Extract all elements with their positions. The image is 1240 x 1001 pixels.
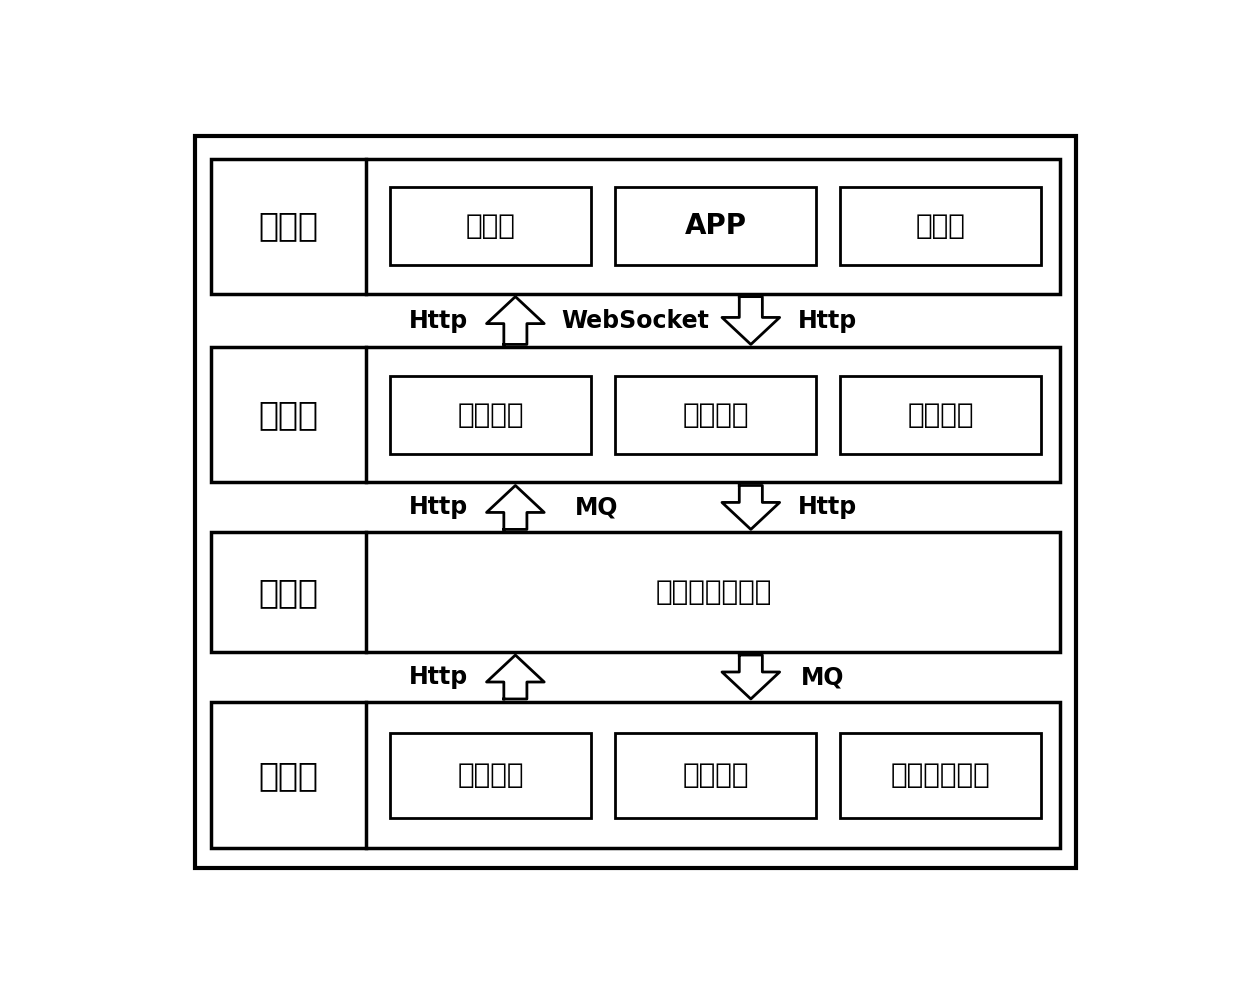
Text: 展示层: 展示层 <box>259 209 319 242</box>
Bar <box>211 347 1060 482</box>
Polygon shape <box>486 655 544 699</box>
Text: Http: Http <box>409 495 469 520</box>
Polygon shape <box>722 485 780 530</box>
Text: WebSocket: WebSocket <box>562 308 709 332</box>
Text: Http: Http <box>799 495 857 520</box>
Bar <box>615 187 816 265</box>
Text: MQ: MQ <box>575 495 619 520</box>
Bar <box>391 733 591 818</box>
Text: 监控设备: 监控设备 <box>682 762 749 789</box>
Text: Http: Http <box>409 665 469 689</box>
Text: Http: Http <box>799 308 857 332</box>
Text: 接入层: 接入层 <box>259 759 319 792</box>
Bar <box>615 375 816 454</box>
Text: 设备管理: 设备管理 <box>458 401 525 429</box>
Bar <box>841 187 1042 265</box>
Text: 实时视频: 实时视频 <box>908 401 973 429</box>
Bar <box>615 733 816 818</box>
Text: 应用层: 应用层 <box>259 398 319 431</box>
Bar <box>391 375 591 454</box>
Bar <box>391 187 591 265</box>
Bar <box>841 733 1042 818</box>
Text: 微物联开放平台: 微物联开放平台 <box>655 579 771 607</box>
Bar <box>211 702 1060 849</box>
Text: 红外对射设备: 红外对射设备 <box>890 762 991 789</box>
Text: MQ: MQ <box>801 665 844 689</box>
Text: 小程序: 小程序 <box>915 212 966 240</box>
Bar <box>211 158 1060 293</box>
Text: 轨迹绘制: 轨迹绘制 <box>682 401 749 429</box>
Text: 平台层: 平台层 <box>259 576 319 609</box>
Bar <box>841 375 1042 454</box>
Text: APP: APP <box>684 212 746 240</box>
Polygon shape <box>486 485 544 530</box>
Text: 浏览器: 浏览器 <box>466 212 516 240</box>
Text: 探测雷达: 探测雷达 <box>458 762 525 789</box>
Polygon shape <box>486 296 544 344</box>
Text: Http: Http <box>409 308 469 332</box>
Polygon shape <box>722 296 780 344</box>
Polygon shape <box>722 655 780 699</box>
Bar <box>211 533 1060 652</box>
